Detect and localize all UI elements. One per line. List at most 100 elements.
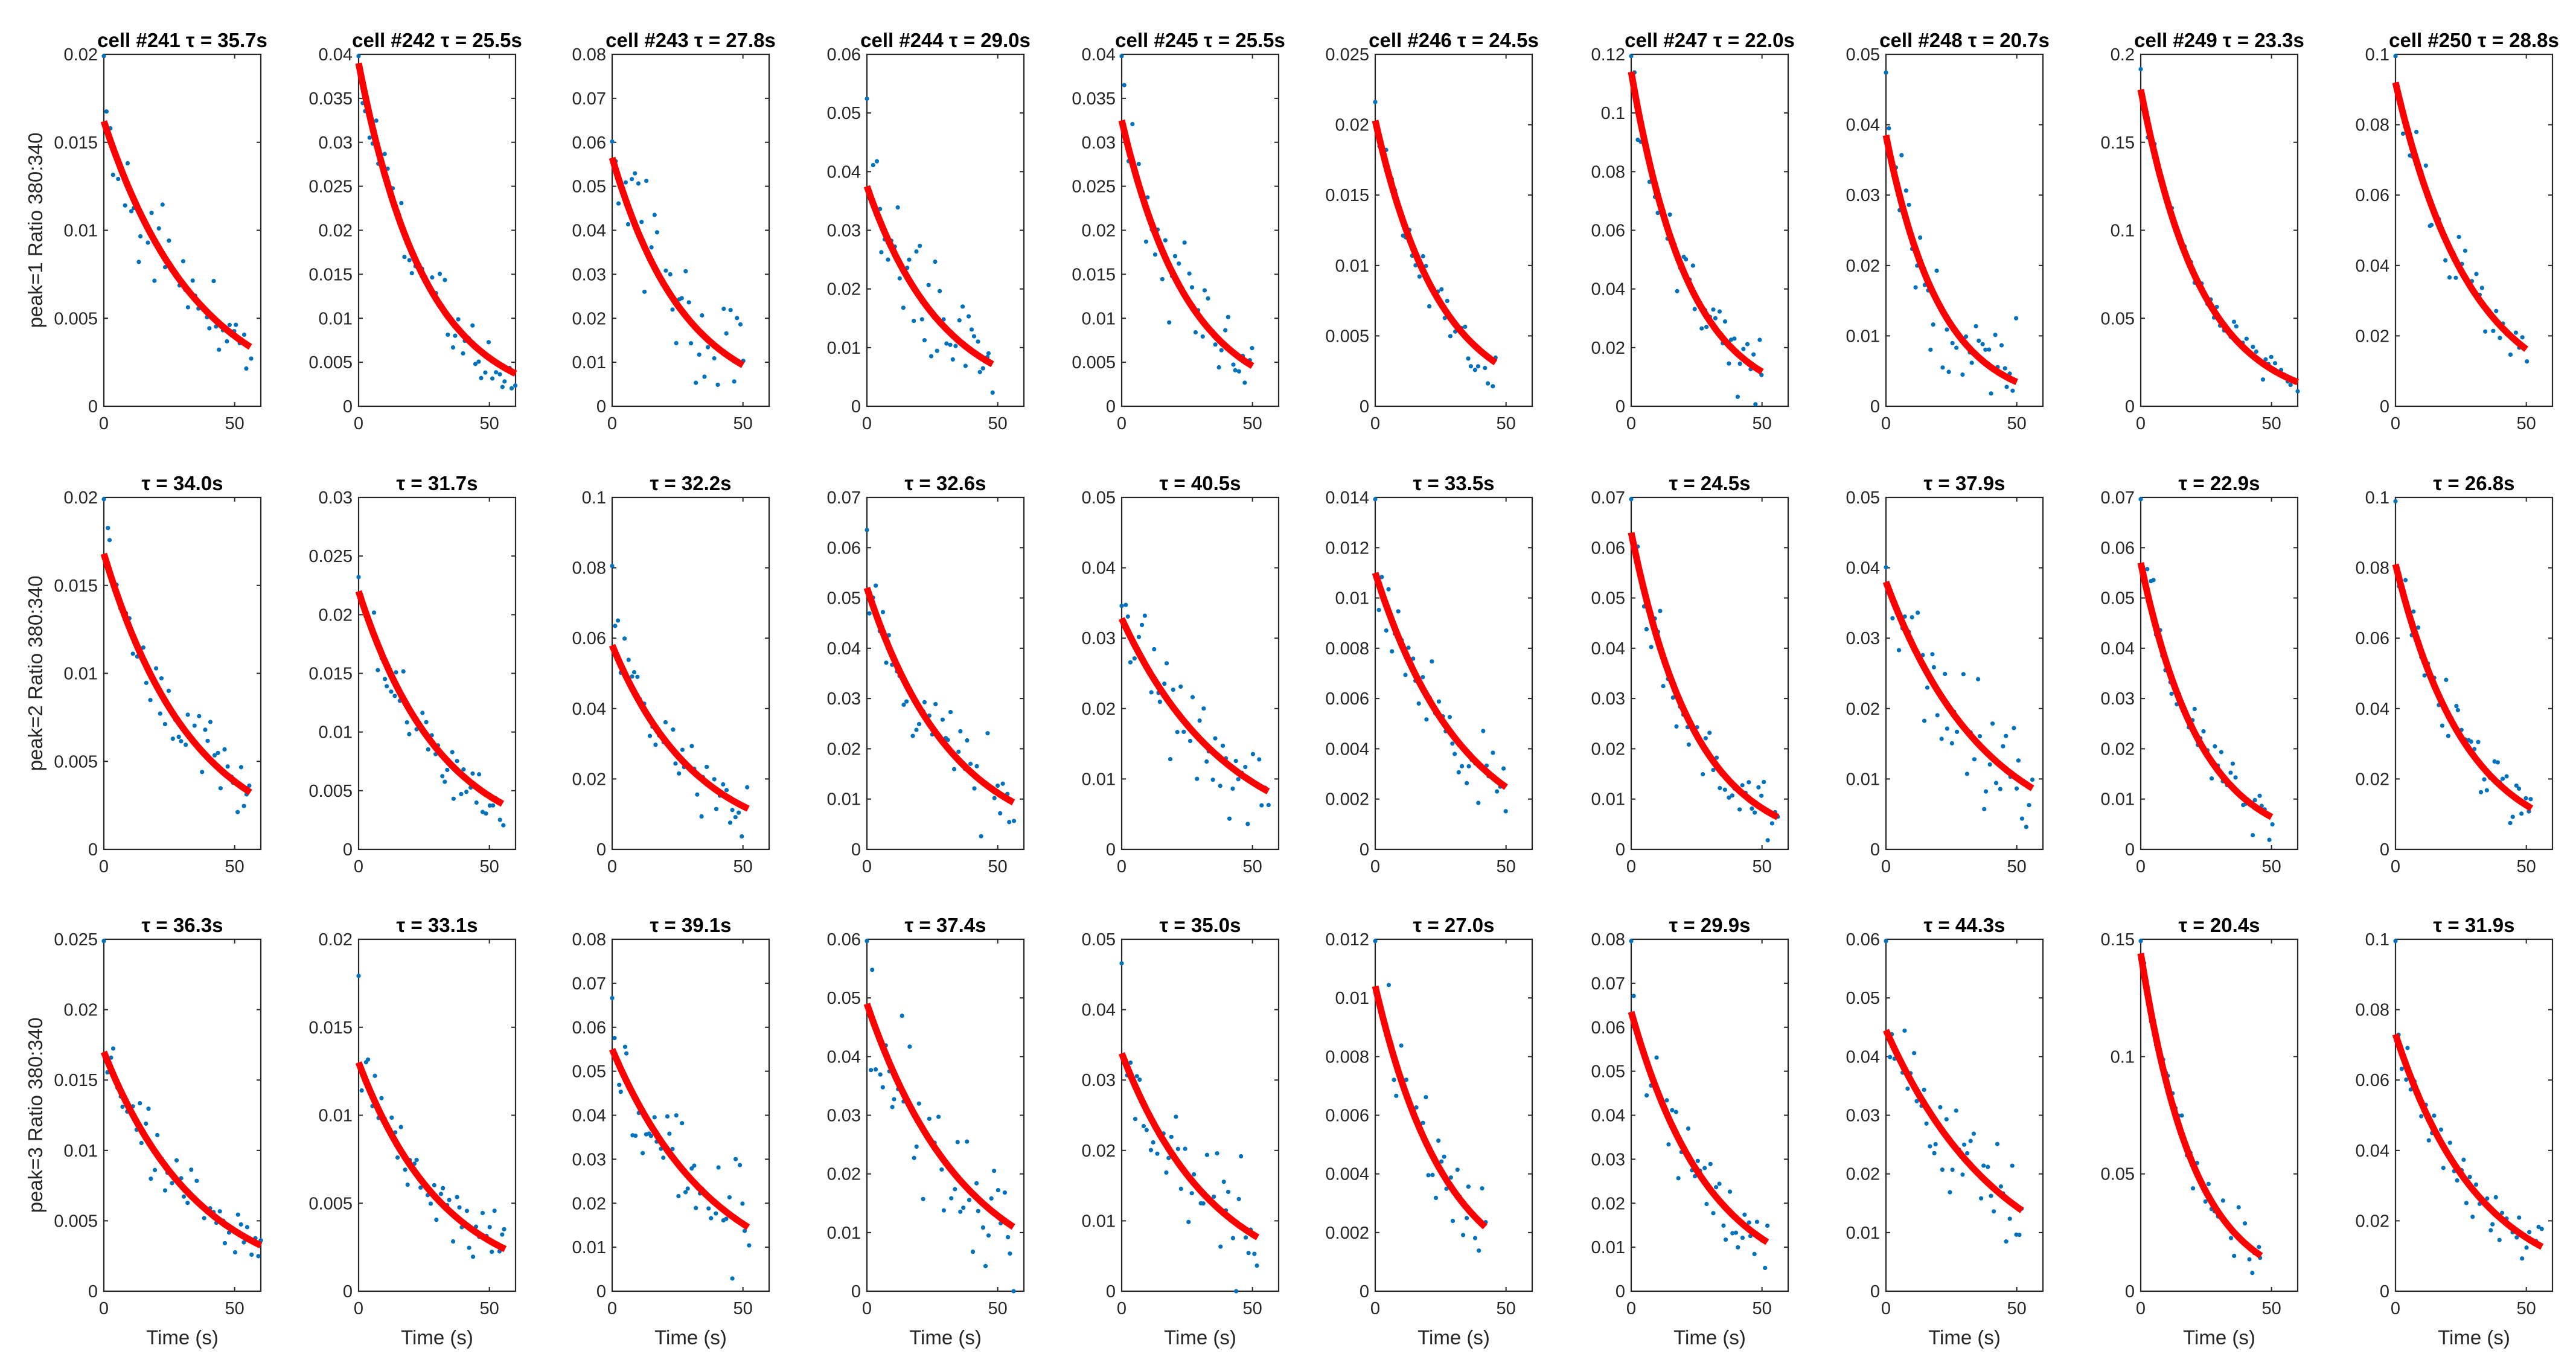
data-point [2203, 1199, 2208, 1204]
data-point [170, 1181, 174, 1186]
y-tick-label: 0.02 [2356, 1212, 2389, 1231]
data-point [170, 736, 175, 741]
data-point [487, 803, 492, 808]
panel-r2-c9: τ = 31.9s 0 0.02 0.04 0.06 0.08 0.1 0 50 [2356, 914, 2554, 1318]
x-tick-label: 0 [862, 1299, 872, 1318]
data-point [1722, 787, 1727, 792]
y-tick-label: 0.01 [827, 790, 861, 809]
data-point [928, 354, 934, 359]
data-point [990, 390, 995, 395]
data-point [437, 272, 443, 276]
data-point [880, 1085, 885, 1090]
data-point [1702, 1166, 1707, 1170]
data-point [1654, 1055, 1659, 1060]
data-point [1155, 1151, 1160, 1156]
data-point [1899, 153, 1904, 158]
y-tick-label: 0.005 [308, 1194, 353, 1213]
data-point [709, 1216, 714, 1221]
y-tick-label: 0.05 [827, 989, 861, 1008]
data-point [490, 1250, 494, 1254]
data-point [624, 1051, 629, 1056]
x-tick-label: 50 [988, 414, 1008, 433]
panel-title: cell #250 τ = 28.8s [2389, 29, 2559, 51]
data-point [2494, 308, 2499, 313]
data-point [1162, 682, 1167, 686]
data-point [736, 810, 741, 815]
y-tick-label: 0 [88, 840, 98, 860]
y-tick-label: 0.04 [2356, 700, 2389, 719]
data-point [967, 1198, 972, 1202]
data-point [1259, 803, 1264, 808]
data-point [900, 1014, 904, 1018]
panel-title: τ = 35.0s [1160, 914, 1241, 936]
data-point [1763, 1265, 1768, 1271]
y-tick-label: 0.01 [1082, 309, 1116, 328]
panel-r2-c3: τ = 37.4s 0 0.01 0.02 0.03 0.04 0.05 0.06 0 50 [827, 914, 1025, 1318]
data-point [366, 1057, 371, 1062]
data-point [995, 783, 1000, 788]
data-point [1242, 380, 1247, 385]
data-point [1765, 838, 1770, 843]
data-point [670, 307, 675, 312]
data-point [1991, 1209, 1996, 1214]
data-point [232, 1250, 238, 1255]
y-tick-label: 0.05 [2101, 309, 2135, 328]
data-point [1011, 1289, 1016, 1294]
data-point [912, 318, 916, 324]
data-point [136, 260, 141, 264]
data-point [2426, 1138, 2431, 1143]
data-point [1186, 1219, 1191, 1224]
data-point [1902, 1028, 1907, 1033]
data-point [1164, 661, 1169, 666]
data-point [1963, 334, 1969, 339]
data-point [633, 171, 638, 176]
data-point [1403, 672, 1408, 677]
data-point [2467, 1175, 2472, 1180]
data-point [1673, 1110, 1678, 1114]
fit-curve [609, 643, 750, 812]
data-point [1453, 752, 1457, 756]
panel-r0-c0: cell #241 τ = 35.7s 0 0.005 0.01 0.015 0.02 0 5… [54, 29, 267, 433]
data-point [1989, 1193, 1993, 1198]
y-tick-label: 0.04 [572, 700, 606, 719]
x-tick-label: 0 [99, 1299, 109, 1318]
y-tick-label: 0.01 [1846, 327, 1880, 346]
data-point [2151, 578, 2156, 583]
data-point [1149, 690, 1154, 695]
data-point [1714, 1185, 1719, 1190]
axes-box [2140, 496, 2299, 851]
data-point [661, 1155, 666, 1160]
data-point [509, 386, 514, 391]
data-point [450, 1239, 456, 1244]
data-point [211, 278, 216, 284]
x-axis-label: Time (s) [401, 1326, 473, 1349]
y-tick-label: 0.015 [308, 265, 353, 284]
x-tick-label: 0 [1370, 1299, 1380, 1318]
data-point [1219, 348, 1224, 353]
x-tick-label: 0 [2391, 857, 2400, 876]
data-point [730, 808, 735, 813]
data-point [1442, 1154, 1446, 1159]
data-point [194, 1178, 199, 1183]
y-tick-label: 0 [851, 840, 861, 860]
data-point [156, 226, 161, 231]
data-point [2493, 1195, 2498, 1200]
data-point [1132, 656, 1137, 661]
y-tick-label: 0 [343, 1282, 353, 1301]
data-point [1172, 254, 1178, 258]
axes-box [2140, 938, 2299, 1292]
data-point [2138, 497, 2143, 502]
data-point [2228, 1236, 2234, 1240]
data-point [1974, 324, 1978, 329]
data-point [1223, 328, 1228, 333]
data-point [1450, 1219, 1456, 1224]
data-point [2520, 1256, 2525, 1261]
y-tick-label: 0.025 [308, 177, 353, 197]
data-point [438, 1192, 444, 1196]
panel-r1-c9: τ = 26.8s 0 0.02 0.04 0.06 0.08 0.1 0 50 [2356, 472, 2554, 876]
data-point [985, 731, 990, 736]
data-point [130, 651, 135, 656]
fit-curve [1628, 532, 1780, 820]
data-point [1148, 1148, 1154, 1152]
data-point [1943, 671, 1948, 677]
